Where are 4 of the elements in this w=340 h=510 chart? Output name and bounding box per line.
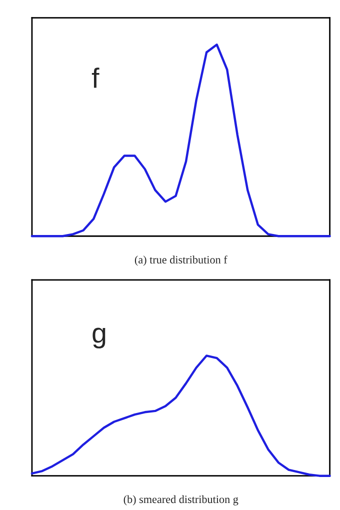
x-axis-title: (a) true distribution f	[134, 256, 228, 266]
annotation: f	[92, 68, 100, 88]
x-axis-title: (b) smeared distribution g	[124, 495, 238, 506]
text: g	[92, 328, 106, 348]
